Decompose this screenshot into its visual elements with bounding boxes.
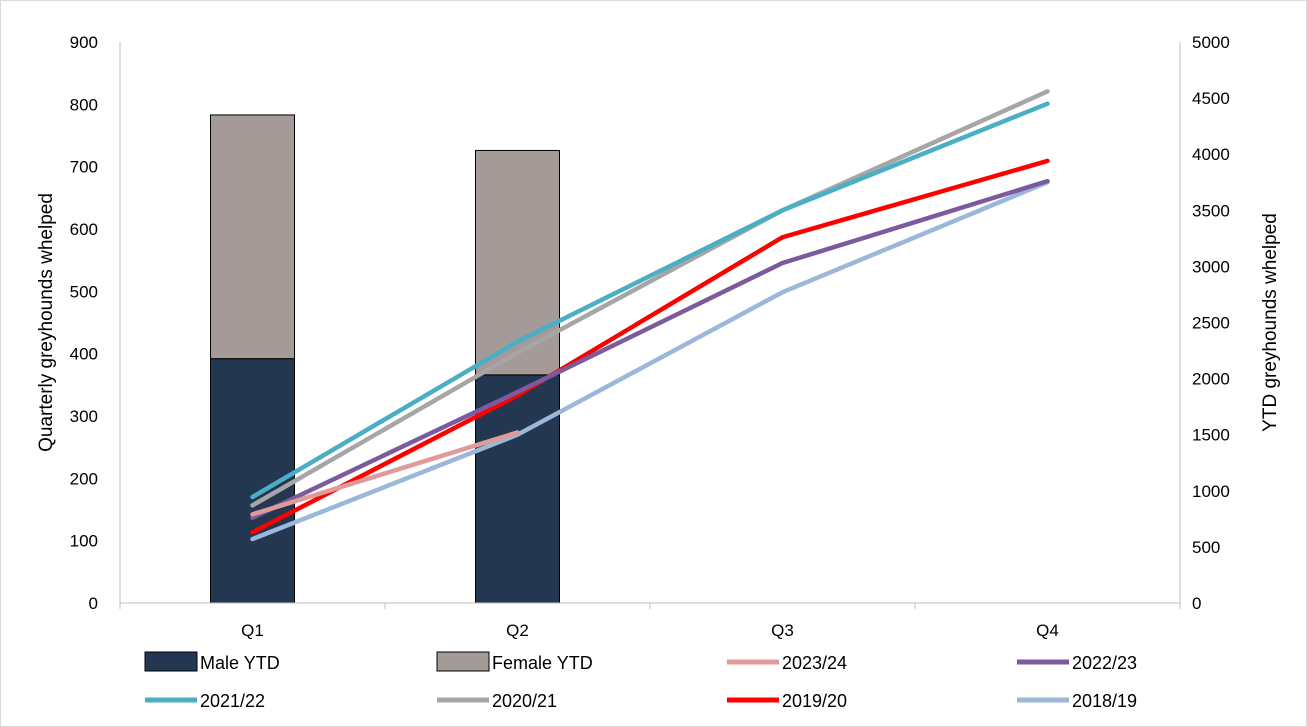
y-right-tick-label: 4000 (1192, 145, 1230, 164)
legend-label-2023-24: 2023/24 (782, 653, 847, 673)
y-right-tick-label: 4500 (1192, 89, 1230, 108)
y-left-tick-label: 600 (70, 220, 98, 239)
line-2020-21 (250, 89, 1050, 508)
y-left-tick-label: 500 (70, 282, 98, 301)
line-2022-23 (250, 178, 1050, 520)
y-right-tick-label: 3000 (1192, 257, 1230, 276)
lines-layer (250, 89, 1050, 542)
y-right-tick-label: 2500 (1192, 314, 1230, 333)
legend-swatch-female-ytd (436, 651, 490, 672)
y-left-tick-label: 200 (70, 469, 98, 488)
legend-swatch-male-ytd (144, 651, 198, 672)
y-right-tick-label: 0 (1192, 594, 1201, 613)
x-tick-label-q3: Q3 (771, 621, 794, 640)
x-tick-label-q4: Q4 (1036, 621, 1059, 640)
y-left-tick-label: 300 (70, 407, 98, 426)
y-left-tick-label: 100 (70, 532, 98, 551)
bar-female-ytd-q1 (210, 114, 295, 360)
y-right-tick-label: 500 (1192, 538, 1220, 557)
legend-label-2021-22: 2021/22 (200, 691, 265, 711)
y-right-tick-label: 1500 (1192, 426, 1230, 445)
legend-label-male-ytd: Male YTD (200, 653, 280, 673)
y-left-tick-label: 0 (89, 594, 98, 613)
labels-layer: 0 100 200 300 400 500 600 700 800 900 0 500 1000 1500… (36, 33, 1281, 640)
line-2021-22 (250, 101, 1050, 500)
line-2018-19 (250, 180, 1050, 542)
axes-layer (119, 42, 1181, 609)
legend-label-2018-19: 2018/19 (1072, 691, 1137, 711)
legend-label-2019-20: 2019/20 (782, 691, 847, 711)
y-left-tick-label: 900 (70, 33, 98, 52)
legend-label-2022-23: 2022/23 (1072, 653, 1137, 673)
line-2019-20 (250, 158, 1050, 535)
legend-label-2020-21: 2020/21 (492, 691, 557, 711)
y-right-tick-label: 3500 (1192, 201, 1230, 220)
y-left-tick-label: 800 (70, 95, 98, 114)
bars-layer (210, 114, 560, 604)
y-right-tick-label: 5000 (1192, 33, 1230, 52)
x-tick-label-q1: Q1 (241, 621, 264, 640)
y-right-tick-label: 2000 (1192, 370, 1230, 389)
bar-male-ytd-q2 (475, 374, 560, 604)
legend: Male YTD Female YTD 2023/24 2022/23 2021/22 2… (144, 651, 1137, 711)
y-left-tick-label: 400 (70, 345, 98, 364)
legend-label-female-ytd: Female YTD (492, 653, 593, 673)
line-2023-24 (250, 430, 520, 517)
y-axis-right-title: YTD greyhounds whelped (1260, 213, 1281, 432)
y-left-tick-label: 700 (70, 158, 98, 177)
x-tick-label-q2: Q2 (506, 621, 529, 640)
y-right-tick-label: 1000 (1192, 482, 1230, 501)
y-axis-left-title: Quarterly greyhounds whelped (36, 193, 57, 452)
